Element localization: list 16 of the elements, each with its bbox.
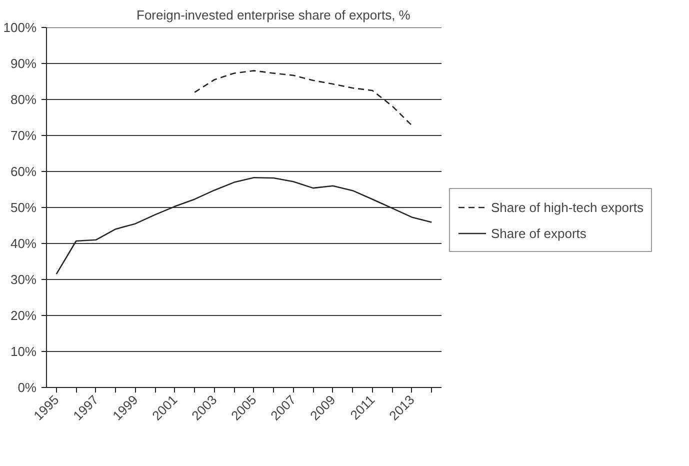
legend-label: Share of exports: [491, 226, 586, 240]
line-series: [194, 70, 413, 126]
line-series: [56, 176, 432, 275]
y-tick-label: 10%: [10, 344, 37, 359]
y-tick-label: 40%: [10, 236, 37, 251]
y-tick-label: 100%: [3, 20, 37, 35]
y-tick-label: 30%: [10, 272, 37, 287]
y-tick-label: 90%: [10, 56, 37, 71]
y-tick-label: 80%: [10, 92, 37, 107]
y-tick-label: 20%: [10, 308, 37, 323]
legend-label: Share of high-tech exports: [491, 200, 644, 214]
chart-title: Foreign-invested enterprise share of exports, %: [136, 8, 411, 22]
y-tick-label: 70%: [10, 128, 37, 143]
y-tick-label: 60%: [10, 164, 37, 179]
y-tick-label: 0%: [18, 380, 37, 395]
y-tick-label: 50%: [10, 200, 37, 215]
